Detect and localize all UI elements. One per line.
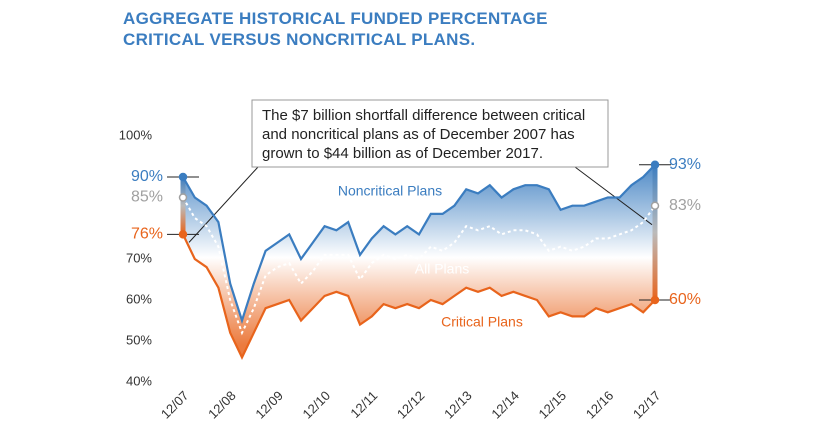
value-label: 90%	[131, 168, 163, 185]
annotation: The $7 billion shortfall difference betw…	[262, 107, 586, 162]
annotation-leader	[574, 166, 653, 226]
series-label: Critical Plans	[441, 314, 523, 330]
x-tick-label: 12/07	[158, 388, 192, 422]
end-point	[178, 230, 188, 239]
annotation-box	[251, 99, 609, 168]
series-label: Noncritical Plans	[338, 183, 442, 199]
x-tick-label: 12/15	[536, 388, 570, 422]
y-tick-label: 60%	[126, 291, 152, 306]
value-label: 60%	[669, 291, 701, 308]
end-point	[178, 193, 188, 202]
value-label: 85%	[131, 189, 163, 206]
end-point	[650, 295, 660, 305]
x-tick-label: 12/14	[488, 388, 522, 422]
x-tick-label: 12/11	[347, 388, 380, 421]
end-range-bar	[652, 164, 658, 300]
end-point	[650, 160, 660, 169]
band-area	[183, 164, 655, 358]
value-label: 76%	[131, 226, 163, 243]
value-label: 83%	[669, 197, 701, 214]
end-point	[650, 201, 660, 210]
start-range-bar	[180, 177, 186, 235]
chart-title: AGGREGATE HISTORICAL FUNDED PERCENTAGE C…	[123, 9, 548, 49]
end-point	[178, 172, 188, 182]
x-tick-label: 12/17	[630, 388, 664, 422]
series-line	[182, 163, 656, 325]
annotation-holder: The $7 billion shortfall difference betw…	[262, 107, 586, 162]
x-tick-label: 12/13	[441, 388, 475, 422]
x-tick-label: 12/08	[205, 388, 239, 422]
series-line	[182, 233, 656, 360]
x-tick-label: 12/09	[252, 388, 286, 422]
x-tick-label: 12/10	[300, 388, 334, 422]
series-label: All Plans	[415, 261, 469, 277]
y-tick-label: 100%	[119, 127, 153, 142]
x-tick-label: 12/16	[583, 388, 617, 422]
value-label: 93%	[669, 156, 701, 173]
series-line	[182, 197, 656, 336]
y-tick-label: 70%	[126, 250, 152, 265]
y-tick-label: 50%	[126, 332, 152, 347]
y-tick-label: 40%	[126, 373, 152, 388]
x-tick-label: 12/12	[394, 388, 428, 422]
annotation-leader	[188, 166, 259, 243]
